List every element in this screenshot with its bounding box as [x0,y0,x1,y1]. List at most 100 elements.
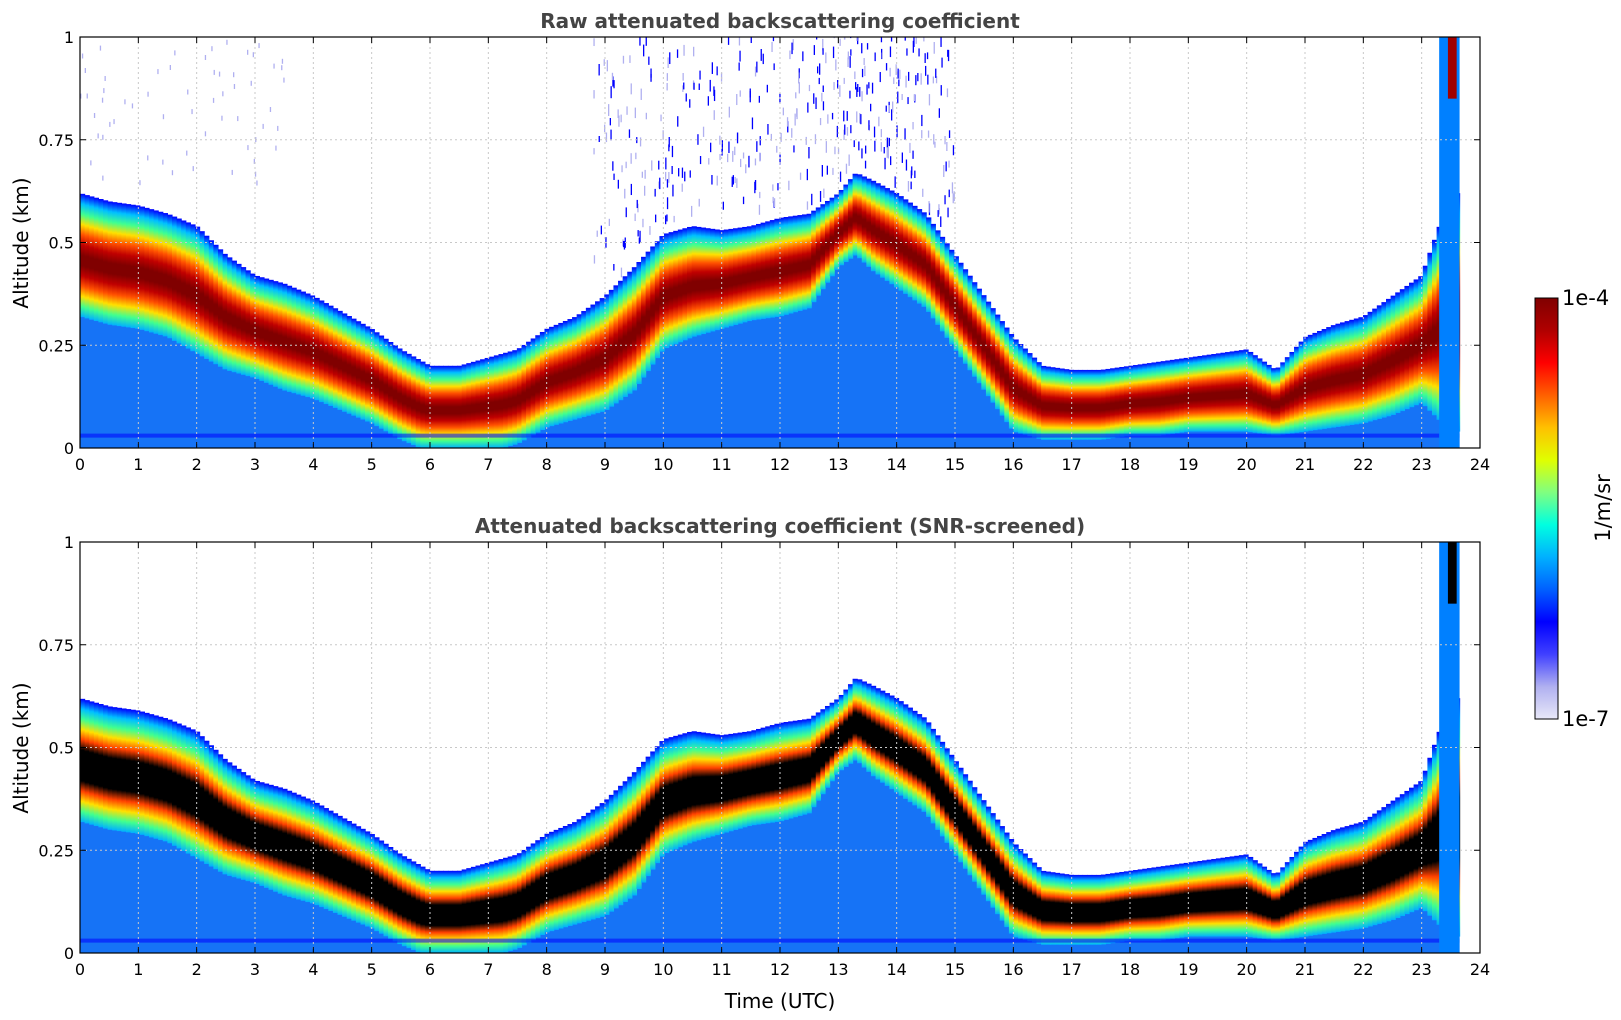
layer-strip [1013,339,1019,433]
layer-strip [286,285,293,392]
layer-strip [1206,859,1212,937]
noise-mark [649,226,651,235]
layer-strip [1399,794,1405,917]
noise-mark [908,71,910,81]
noise-mark [837,148,840,155]
layer-strip [1013,844,1019,938]
layer-strip [1234,350,1240,432]
noise-mark [917,73,919,82]
noise-mark [192,166,194,172]
layer-strip [820,204,826,290]
layer-strip [1349,824,1355,930]
layer-strip [1289,351,1295,434]
layer-strip [1225,857,1231,937]
x-tick-label: 12 [770,960,790,979]
noise-mark [822,85,824,92]
noise-mark [682,85,684,92]
layer-strip [1165,865,1171,940]
layer-strip [870,180,877,272]
noise-mark [910,181,912,190]
x-tick-label: 11 [711,455,731,474]
noise-mark [221,115,223,121]
layer-strip [774,723,780,822]
noise-mark [634,107,636,119]
layer-strip [719,230,725,329]
noise-mark [791,128,793,138]
noise-mark [622,241,625,248]
layer-strip [995,819,1001,915]
noise-mark [711,175,713,185]
noise-mark [676,49,679,58]
noise-mark [773,63,775,71]
layer-strip [967,275,973,371]
layer-strip [608,289,615,407]
layer-strip [806,213,812,309]
layer-strip [1321,834,1327,934]
noise-mark [905,75,907,88]
layer-strip [443,870,449,953]
noise-mark [681,183,683,192]
x-tick-label: 16 [1003,455,1023,474]
noise-mark [651,160,653,171]
layer-strip [378,335,385,429]
layer-strip [728,228,734,327]
layer-strip [461,364,467,448]
noise-mark [157,69,159,75]
layer-strip [1294,346,1300,433]
layer-strip [112,202,118,326]
noise-mark [772,184,774,191]
noise-mark [953,191,955,202]
noise-mark [605,132,608,143]
noise-mark [611,72,614,80]
noise-mark [889,67,891,77]
layer-strip [512,350,518,445]
noise-mark [760,49,762,61]
layer-strip [1179,358,1185,433]
layer-strip [691,731,697,842]
layer-strip [107,201,113,325]
noise-mark [884,157,886,170]
layer-strip [259,782,265,886]
layer-strip [1027,858,1033,942]
layer-strip [1202,860,1208,937]
noise-mark [904,128,906,140]
noise-mark [861,148,863,159]
noise-mark [104,76,106,81]
layer-strip [181,725,187,852]
noise-mark [273,63,275,69]
layer-strip [309,295,316,399]
noise-mark [899,69,901,80]
noise-mark [849,90,851,99]
layer-strip [631,267,638,391]
layer-strip [636,767,642,890]
noise-mark [250,80,252,86]
layer-strip [797,215,803,311]
layer-strip [1110,873,1116,944]
layer-strip [572,822,578,925]
layer-strip [116,707,122,832]
layer-strip [714,229,720,331]
layer-strip [553,324,559,425]
noise-mark [247,49,249,55]
layer-strip [346,316,352,414]
layer-strip [1105,368,1111,439]
noise-mark [927,74,929,85]
layer-strip [939,741,946,837]
noise-mark [890,156,892,166]
y-tick-label: 0.75 [38,131,74,150]
noise-mark [860,114,862,125]
layer-strip [1399,289,1405,412]
noise-mark [658,160,660,170]
noise-mark [927,130,930,138]
y-tick-label: 0.75 [38,636,74,655]
noise-mark [665,157,667,170]
noise-mark [728,141,730,154]
layer-strip [751,225,757,321]
layer-strip [1142,868,1148,941]
layer-strip [737,732,743,829]
layer-strip [503,857,509,953]
layer-strip [714,734,720,836]
noise-mark [613,264,615,271]
layer-strip [158,716,164,841]
layer-strip [861,176,867,263]
